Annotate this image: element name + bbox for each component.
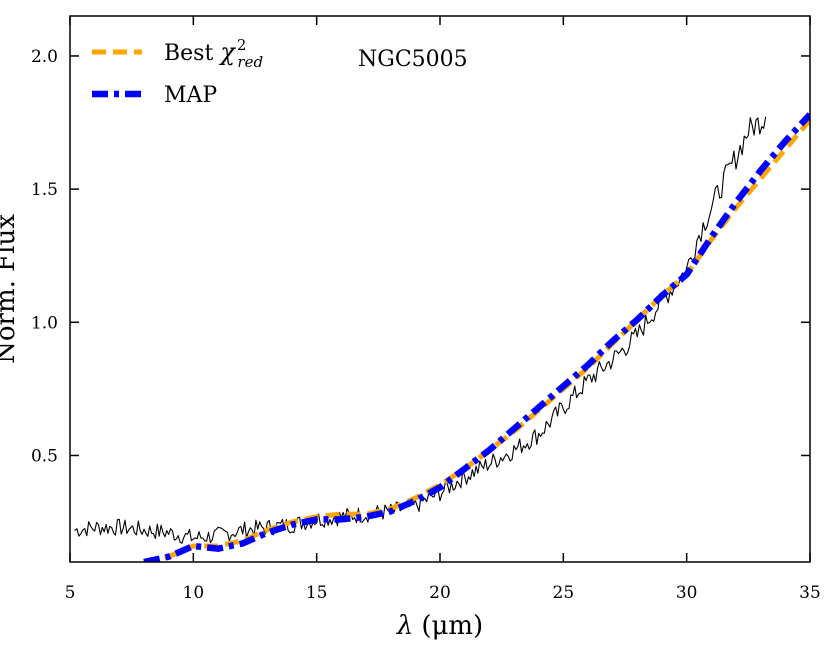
axis-ticks: 5 10 15 20 25 30 35 0.5 1.0 1.5 2.0 xyxy=(31,16,821,603)
series-group xyxy=(74,112,810,562)
galaxy-annotation: NGC5005 xyxy=(358,47,468,72)
y-tick-label: 2.0 xyxy=(31,47,58,67)
legend-chi-superscript: 2 xyxy=(237,36,247,54)
legend-label-map: MAP xyxy=(164,83,217,108)
x-axis-label: λ (μm) xyxy=(396,611,483,641)
x-tick-label: 10 xyxy=(183,583,205,603)
legend-chi-subscript: red xyxy=(237,53,263,71)
x-axis-label-unit: (μm) xyxy=(421,611,483,641)
series-line-best_chi2 xyxy=(143,118,810,562)
series-line-map xyxy=(143,112,810,562)
y-tick-label: 1.0 xyxy=(31,313,58,333)
x-tick-label: 35 xyxy=(799,583,821,603)
legend-label-best-chi2: Best χ 2 red xyxy=(164,36,263,71)
y-tick-label: 1.5 xyxy=(31,180,58,200)
x-tick-label: 15 xyxy=(306,583,328,603)
x-tick-label: 25 xyxy=(553,583,575,603)
series-line-observed xyxy=(74,116,767,544)
legend: Best χ 2 red MAP xyxy=(92,36,263,108)
legend-chi-symbol: χ xyxy=(218,38,236,66)
y-axis-label: Norm. Flux xyxy=(0,214,21,364)
x-tick-label: 5 xyxy=(65,583,76,603)
x-axis-label-symbol: λ xyxy=(396,611,413,641)
x-tick-label: 30 xyxy=(676,583,698,603)
x-tick-label: 20 xyxy=(429,583,451,603)
legend-best-text: Best xyxy=(164,41,213,66)
y-tick-label: 0.5 xyxy=(31,446,58,466)
